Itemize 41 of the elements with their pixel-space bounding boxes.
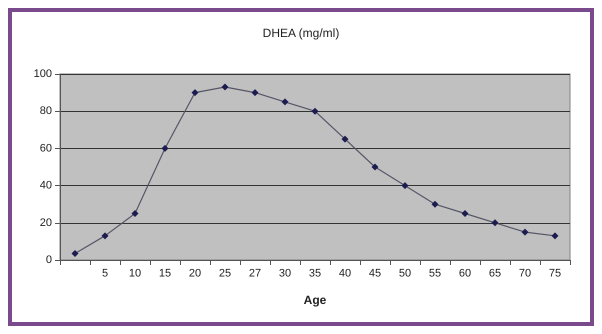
point [552, 232, 558, 240]
point [222, 84, 228, 91]
y-tick-label: 60 [40, 142, 52, 154]
point [282, 98, 288, 106]
x-tick-label: 25 [218, 268, 232, 280]
x-tick-label: 5 [102, 268, 108, 280]
point [432, 200, 438, 208]
point [522, 228, 528, 236]
x-tick-label: 70 [518, 268, 532, 280]
x-tick-label: 10 [128, 268, 142, 280]
x-tick-label: 30 [278, 268, 292, 280]
chart-title: DHEA (mg/ml) [262, 26, 340, 40]
x-tick-label: 45 [368, 268, 382, 280]
point [492, 219, 498, 226]
point [312, 108, 318, 115]
x-tick-label: 35 [308, 268, 322, 280]
y-tick-label: 40 [40, 180, 52, 192]
y-tick-label: 80 [40, 105, 52, 118]
point [372, 164, 378, 170]
point [402, 182, 408, 190]
y-tick-label: 100 [34, 68, 52, 80]
x-tick-label: 15 [158, 268, 172, 280]
x-tick-label: 40 [338, 268, 352, 280]
x-tick-label: 75 [548, 268, 562, 280]
y-tick-label: 0 [46, 254, 52, 266]
x-tick-label: 20 [188, 268, 202, 280]
point [132, 210, 138, 217]
point [102, 232, 108, 240]
point [462, 210, 468, 217]
point [162, 144, 168, 152]
x-tick-label: 65 [488, 268, 502, 280]
x-tick-label: 50 [398, 268, 412, 280]
point [252, 89, 258, 96]
point [72, 250, 78, 257]
point [342, 136, 348, 143]
x-tick-label: 60 [458, 268, 472, 280]
point [192, 89, 198, 96]
x-tick-label: 27 [248, 268, 262, 280]
x-tick-label: 55 [428, 268, 442, 280]
y-tick-label: 20 [40, 216, 52, 229]
x-axis-title: Age [304, 293, 327, 307]
